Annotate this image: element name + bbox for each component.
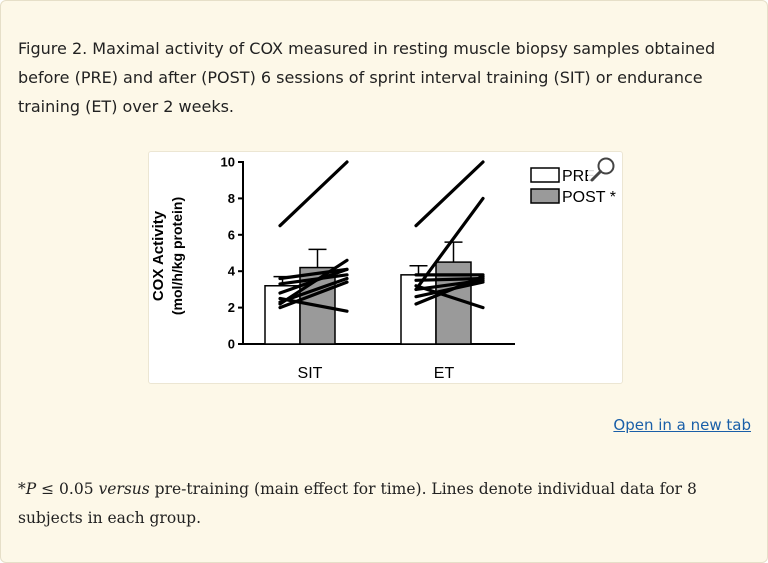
subject-line-sit [278,267,349,281]
subject-line-sit [278,267,349,295]
x-tick-label: SIT [298,365,323,382]
figure-image[interactable]: 0 2 4 6 8 10 COX Activity (mol/h/kg protein) SIT… [148,151,623,384]
x-tick-label: ET [434,365,455,382]
y-tick-label: 8 [228,191,235,206]
y-tick-label: 2 [228,300,235,315]
cox-activity-chart: 0 2 4 6 8 10 COX Activity (mol/h/kg protein) SIT… [150,155,616,383]
y-axis-label: COX Activity [150,210,167,301]
legend-label-post: POST * [562,189,616,206]
figure-caption: Figure 2. Maximal activity of COX measur… [18,39,716,116]
subject-line-sit [278,280,349,310]
subject-line-sit [278,160,349,228]
open-in-new-tab-link[interactable]: Open in a new tab [613,416,751,434]
subject-line-sit [278,276,349,304]
y-tick-label: 4 [228,264,236,279]
legend-swatch-post [530,188,560,204]
legend-swatch-pre [530,167,560,183]
y-tick-label: 0 [228,337,235,352]
figure-footnote: *P ≤ 0.05 versus pre-training (main effe… [18,475,753,533]
subject-line-sit [278,296,349,313]
y-tick-label: 10 [221,155,235,170]
magnifier-icon[interactable] [586,152,622,188]
y-tick-label: 6 [228,227,235,242]
subject-line-et [414,160,485,228]
footnote-star-p: *P [18,480,37,498]
footnote-threshold: ≤ 0.05 [41,480,94,498]
subject-line-et [414,275,485,306]
subject-line-et [414,276,485,282]
footnote-text: pre-training (main effect for time). Lin… [18,480,697,527]
subject-line-et [414,284,485,310]
legend-label-pre: PRE [562,168,595,185]
subject-line-sit [278,273,349,286]
y-axis-label-units: (mol/h/kg protein) [169,197,185,315]
footnote-versus: versus [98,480,150,498]
